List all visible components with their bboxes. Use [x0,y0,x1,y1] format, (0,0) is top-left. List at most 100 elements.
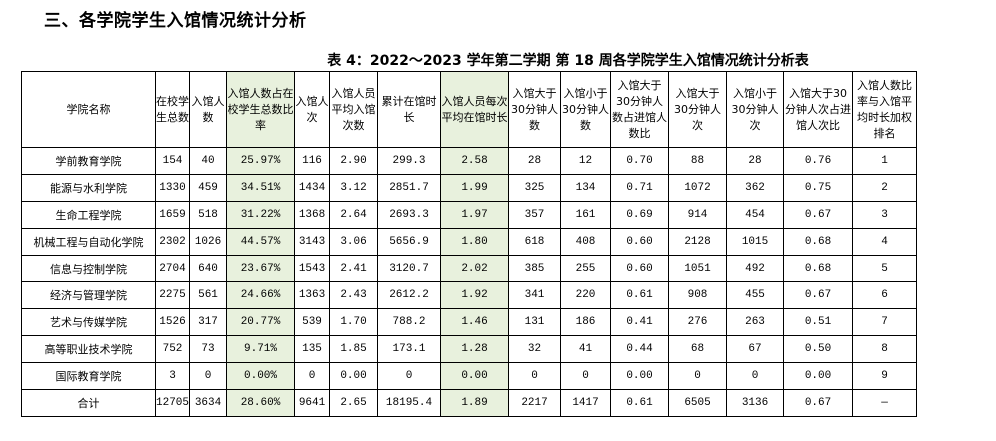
table-cell: 44.57% [226,227,296,256]
table-cell: 1417 [560,389,612,417]
college-name-cell: 合计 [21,389,156,417]
table-cell: 154 [154,147,191,175]
table-cell: 752 [154,335,191,364]
table-cell: 1.70 [329,308,379,337]
table-cell: 1.28 [440,335,510,364]
table-cell: 220 [560,281,612,310]
table-cell: 3 [154,362,191,391]
table-cell: 12705 [154,389,191,417]
table-cell: 73 [189,335,228,364]
table-cell: 0.44 [610,335,670,364]
column-header: 入馆人员每次平均在馆时长 [440,71,510,148]
table-cell: 2612.2 [377,281,442,310]
table-cell: 276 [668,308,728,337]
table-row: 经济与管理学院 2275 561 24.66% 1363 2.43 2612.2 1.92 34… [21,281,918,310]
table-cell: 0.51 [783,308,854,337]
table-cell: 1.97 [440,200,510,229]
column-header: 入馆人数占在校学生总数比率 [226,71,296,148]
table-cell: 0.41 [610,308,670,337]
table-cell: 518 [189,200,228,229]
table-cell: 135 [294,335,331,364]
table-cell: 1.92 [440,281,510,310]
table-cell: 325 [508,173,562,202]
table-cell: 9641 [294,389,331,417]
table-cell: 0 [377,362,442,391]
table-cell: 2.64 [329,200,379,229]
table-cell: 34.51% [226,173,296,202]
table-cell: 3 [852,200,918,229]
table-row: 生命工程学院 1659 518 31.22% 1368 2.64 2693.3 1.97 357… [21,200,918,229]
column-header: 入馆人员平均入馆次数 [329,71,379,148]
table-cell: 2128 [668,227,728,256]
table-cell: 2.90 [329,147,379,175]
table-cell: 1.46 [440,308,510,337]
table-cell: 2275 [154,281,191,310]
table-cell: 0.67 [783,200,854,229]
table-caption: 表 4：2022～2023 学年第二学期 第 18 周各学院学生入馆情况统计分析… [327,53,809,69]
table-cell: 459 [189,173,228,202]
table-cell: 0.60 [610,227,670,256]
table-cell: 3136 [726,389,785,417]
table-cell: 0 [560,362,612,391]
table-row: 艺术与传媒学院 1526 317 20.77% 539 1.70 788.2 1.46 131 1… [21,308,918,337]
column-header: 入馆人次 [294,71,331,148]
table-cell: 23.67% [226,254,296,283]
table-cell: 40 [189,147,228,175]
table-row: 能源与水利学院 1330 459 34.51% 1434 3.12 2851.7 1.99 32… [21,173,918,202]
column-header: 入馆大于30分钟人数 [508,71,562,148]
table-cell: 0.61 [610,389,670,417]
table-cell: 67 [726,335,785,364]
table-cell: 0.67 [783,281,854,310]
table-cell: 0.75 [783,173,854,202]
college-name-cell: 生命工程学院 [21,200,156,229]
college-name-cell: 学前教育学院 [21,147,156,175]
column-header: 入馆人数 [189,71,228,148]
table-cell: 1.89 [440,389,510,417]
column-header: 学院名称 [21,71,156,148]
table-cell: 6505 [668,389,728,417]
table-cell: 0.69 [610,200,670,229]
table-cell: 1 [852,147,918,175]
table-cell: 317 [189,308,228,337]
table-cell: 2 [852,173,918,202]
table-cell: 4 [852,227,918,256]
table-cell: 1363 [294,281,331,310]
table-cell: 357 [508,200,562,229]
table-cell: 0.68 [783,254,854,283]
table-cell: 2.41 [329,254,379,283]
table-cell: 908 [668,281,728,310]
college-name-cell: 国际教育学院 [21,362,156,391]
table-cell: 0 [726,362,785,391]
table-cell: 0.71 [610,173,670,202]
table-cell: 131 [508,308,562,337]
college-name-cell: 能源与水利学院 [21,173,156,202]
column-header: 入馆人数比率与入馆平均时长加权排名 [852,71,918,148]
table-cell: 0 [508,362,562,391]
college-name-cell: 机械工程与自动化学院 [21,227,156,256]
table-cell: 0.00 [329,362,379,391]
table-cell: 788.2 [377,308,442,337]
table-cell: 1051 [668,254,728,283]
table-cell: 2217 [508,389,562,417]
header-row: 学院名称 在校学生总数 入馆人数 入馆人数占在校学生总数比率 入馆人次 入馆人员平均入馆次… [21,71,918,148]
table-cell: 0.70 [610,147,670,175]
table-cell: 0.50 [783,335,854,364]
table-cell: 2.65 [329,389,379,417]
table-cell: 116 [294,147,331,175]
table-cell: 1368 [294,200,331,229]
college-name-cell: 经济与管理学院 [21,281,156,310]
table-cell: 2.58 [440,147,510,175]
table-cell: 1434 [294,173,331,202]
table-cell: 299.3 [377,147,442,175]
table-cell: 0.76 [783,147,854,175]
table-cell: 640 [189,254,228,283]
table-cell: 186 [560,308,612,337]
table-cell: 41 [560,335,612,364]
table-cell: 8 [852,335,918,364]
table-cell: 9.71% [226,335,296,364]
table-cell: 618 [508,227,562,256]
column-header: 在校学生总数 [154,71,191,148]
table-cell: 7 [852,308,918,337]
table-cell: 1026 [189,227,228,256]
table-cell: 1.85 [329,335,379,364]
